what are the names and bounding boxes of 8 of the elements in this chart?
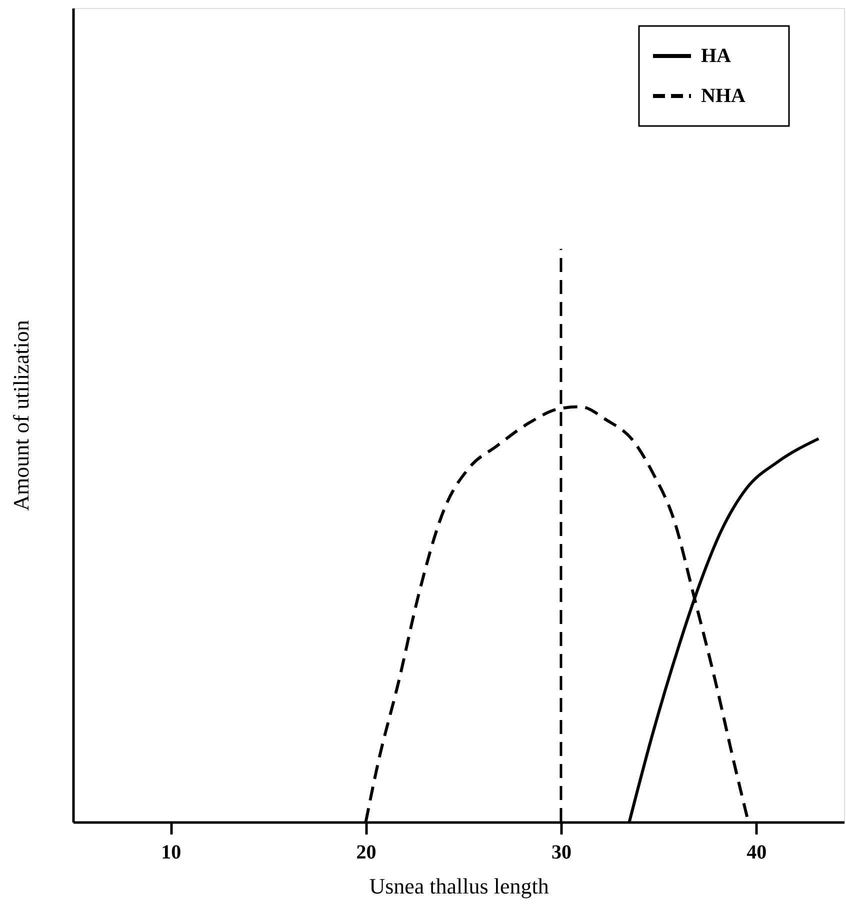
x-tick-label: 30 — [551, 842, 572, 864]
x-axis-title: Usnea thallus length — [369, 874, 549, 898]
legend-label: HA — [701, 45, 732, 67]
x-tick-label: 20 — [356, 842, 376, 864]
x-tick-label: 40 — [746, 842, 767, 864]
y-axis-title: Amount of utilization — [8, 320, 34, 511]
x-tick-label: 10 — [161, 842, 182, 864]
legend-label: NHA — [701, 85, 746, 107]
